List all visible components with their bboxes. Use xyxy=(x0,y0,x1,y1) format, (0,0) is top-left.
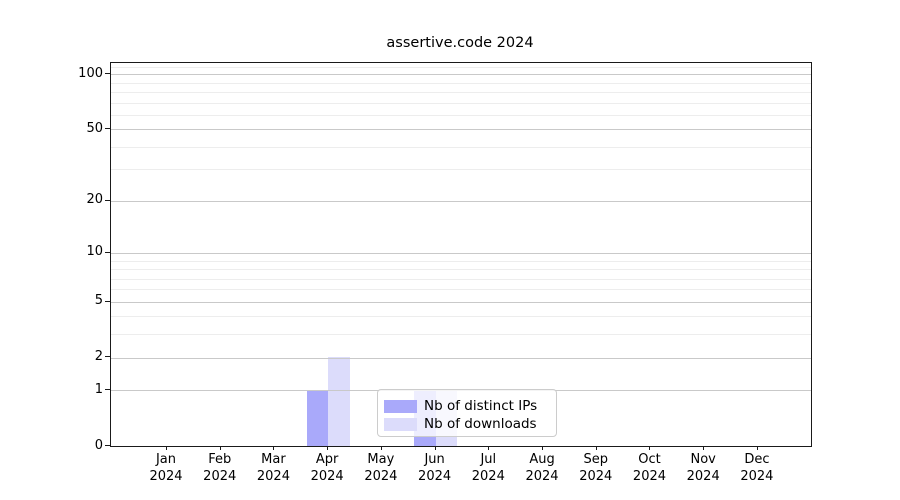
y-tick-label: 20 xyxy=(86,192,103,208)
x-tick-label: Feb 2024 xyxy=(203,452,237,484)
x-tick-mark xyxy=(220,446,221,450)
gridline-minor xyxy=(111,66,811,68)
y-tick-mark xyxy=(105,73,110,74)
gridline-major xyxy=(111,200,811,202)
y-tick-label: 1 xyxy=(94,381,103,397)
x-tick-label: Dec 2024 xyxy=(740,452,774,484)
y-tick-label: 5 xyxy=(94,293,103,309)
y-tick-label: 50 xyxy=(86,120,103,136)
y-tick-mark xyxy=(105,252,110,253)
gridline-minor xyxy=(111,260,811,262)
y-tick-mark xyxy=(105,301,110,302)
gridline-minor xyxy=(111,146,811,148)
legend-label: Nb of distinct IPs xyxy=(424,398,538,414)
bar xyxy=(306,390,329,446)
x-tick-label: Jun 2024 xyxy=(418,452,452,484)
y-tick-label: 0 xyxy=(94,437,103,453)
y-tick-mark xyxy=(105,128,110,129)
gridline-major xyxy=(111,301,811,303)
y-tick-mark xyxy=(105,200,110,201)
y-tick-label: 2 xyxy=(94,348,103,364)
gridline-major xyxy=(111,357,811,359)
gridline-minor xyxy=(111,316,811,318)
y-tick-mark xyxy=(105,356,110,357)
x-tick-mark xyxy=(381,446,382,450)
y-tick-mark xyxy=(105,445,110,446)
legend-label: Nb of downloads xyxy=(424,416,537,432)
gridline-minor xyxy=(111,278,811,280)
legend-row: Nb of distinct IPs xyxy=(384,397,550,415)
x-tick-label: May 2024 xyxy=(364,452,398,484)
y-tick-label: 100 xyxy=(78,65,103,81)
gridline-minor xyxy=(111,334,811,336)
x-tick-label: Sep 2024 xyxy=(579,452,613,484)
x-tick-mark xyxy=(596,446,597,450)
y-tick-label: 10 xyxy=(86,244,103,260)
x-tick-mark xyxy=(703,446,704,450)
x-tick-mark xyxy=(757,446,758,450)
legend: Nb of distinct IPs Nb of downloads xyxy=(377,389,557,437)
x-tick-mark xyxy=(649,446,650,450)
gridline-major xyxy=(111,129,811,131)
x-tick-mark xyxy=(273,446,274,450)
plot-area xyxy=(110,62,812,447)
x-tick-mark xyxy=(327,446,328,450)
chart-title: assertive.code 2024 xyxy=(386,35,534,51)
x-tick-label: Nov 2024 xyxy=(686,452,720,484)
gridline-minor xyxy=(111,289,811,291)
gridline-major xyxy=(111,74,811,76)
x-tick-mark xyxy=(435,446,436,450)
x-tick-label: Mar 2024 xyxy=(256,452,290,484)
gridline-minor xyxy=(111,114,811,116)
gridline-major xyxy=(111,252,811,254)
x-tick-mark xyxy=(488,446,489,450)
legend-row: Nb of downloads xyxy=(384,415,550,433)
legend-swatch xyxy=(384,417,417,431)
gridline-minor xyxy=(111,82,811,84)
x-tick-mark xyxy=(166,446,167,450)
legend-swatch xyxy=(384,399,417,413)
gridline-minor xyxy=(111,169,811,171)
x-tick-label: Jan 2024 xyxy=(149,452,183,484)
gridline-minor xyxy=(111,269,811,270)
x-tick-mark xyxy=(542,446,543,450)
x-tick-label: Oct 2024 xyxy=(632,452,667,484)
gridline-minor xyxy=(111,91,811,93)
gridline-minor xyxy=(111,102,811,104)
x-tick-label: Aug 2024 xyxy=(525,452,559,484)
bar xyxy=(328,357,350,446)
x-tick-label: Jul 2024 xyxy=(471,452,505,484)
y-tick-mark xyxy=(105,389,110,390)
x-tick-label: Apr 2024 xyxy=(310,452,344,484)
